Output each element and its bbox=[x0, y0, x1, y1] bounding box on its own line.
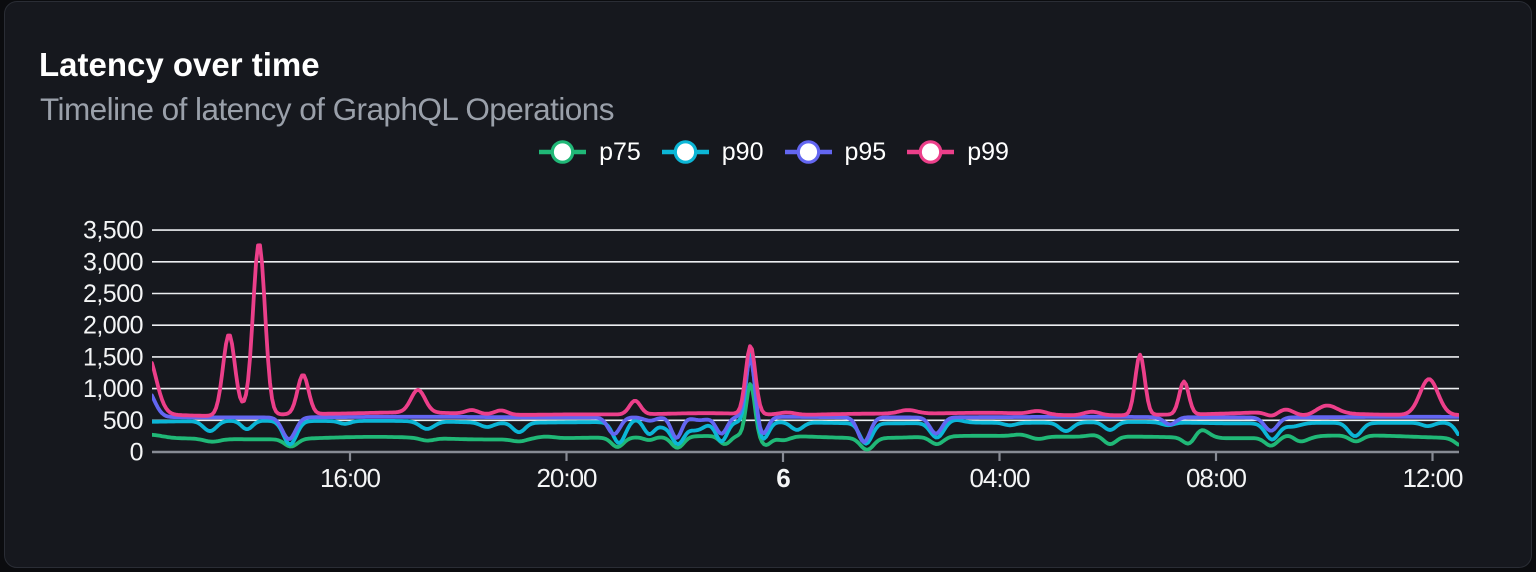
svg-text:1,000: 1,000 bbox=[83, 375, 143, 403]
svg-text:2,500: 2,500 bbox=[83, 280, 143, 308]
svg-text:04:00: 04:00 bbox=[969, 463, 1030, 493]
svg-text:12:00: 12:00 bbox=[1402, 463, 1463, 493]
svg-text:500: 500 bbox=[103, 407, 143, 435]
svg-text:3,000: 3,000 bbox=[83, 248, 143, 276]
svg-text:6: 6 bbox=[776, 463, 790, 493]
svg-text:2,000: 2,000 bbox=[83, 312, 143, 340]
svg-text:20:00: 20:00 bbox=[536, 463, 597, 493]
svg-text:08:00: 08:00 bbox=[1186, 463, 1247, 493]
svg-text:0: 0 bbox=[130, 439, 143, 467]
svg-text:1,500: 1,500 bbox=[83, 343, 143, 371]
svg-text:3,500: 3,500 bbox=[83, 217, 143, 245]
svg-text:16:00: 16:00 bbox=[320, 463, 381, 493]
